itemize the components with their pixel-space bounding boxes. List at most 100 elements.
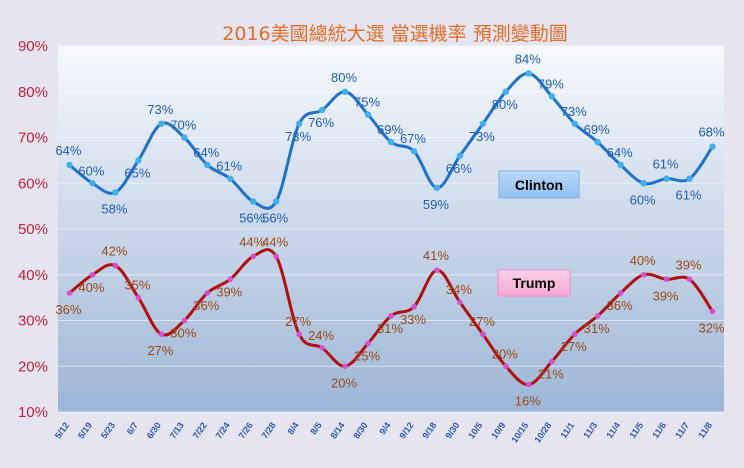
trump-data-label: 36% [193,298,219,313]
trump-point [296,331,302,338]
clinton-data-label: 56% [239,211,265,226]
trump-point [503,363,509,370]
y-tick-label: 20% [18,358,48,375]
trump-point [617,290,624,296]
clinton-data-label: 61% [676,188,702,203]
trump-point [365,340,371,347]
clinton-data-label: 58% [101,201,127,216]
trump-point [89,271,96,278]
trump-data-label: 30% [170,326,196,341]
trump-point [434,267,440,273]
clinton-point [663,175,670,182]
x-tick-label: 11/6 [650,420,668,440]
trump-point [457,299,463,306]
x-tick-label: 8/5 [308,420,323,436]
y-tick-label: 80% [18,84,48,101]
x-axis: 5/12 5/19 5/23 6/7 6/30 7/13 7/22 7/24 7/26 7/28 8… [53,420,714,444]
y-tick-label: 30% [18,313,48,330]
y-tick-label: 40% [18,267,48,284]
trump-point [273,253,279,260]
clinton-data-label: 59% [423,197,449,212]
trump-data-label: 32% [699,320,725,335]
clinton-point [594,138,601,146]
trump-point [158,331,165,338]
trump-data-label: 33% [400,312,426,327]
x-tick-label: 7/13 [168,420,186,440]
trump-point [480,331,486,338]
legend-clinton-label: Clinton [515,177,563,193]
x-tick-label: 9/30 [443,420,461,440]
y-tick-label: 90% [18,38,48,55]
clinton-data-label: 73% [469,129,495,144]
clinton-point [341,88,349,95]
clinton-point [548,93,555,100]
trump-data-label: 36% [607,298,633,313]
clinton-point [456,152,464,159]
trump-data-label: 42% [101,244,127,259]
trump-point [66,290,73,296]
legend-trump-label: Trump [513,275,556,291]
x-tick-label: 8/4 [285,420,300,436]
clinton-point [135,157,142,164]
trump-point [112,262,119,269]
trump-data-label: 27% [469,314,495,329]
x-tick-label: 7/26 [237,420,255,440]
clinton-data-label: 65% [124,165,150,180]
trump-data-label: 20% [331,375,357,390]
clinton-point [502,88,510,95]
trump-point [227,276,234,283]
clinton-data-label: 76% [308,115,334,130]
clinton-data-label: 64% [55,143,81,158]
clinton-data-label: 80% [492,97,518,112]
y-tick-label: 60% [18,175,48,192]
clinton-data-label: 64% [193,145,219,160]
clinton-data-label: 69% [377,122,403,137]
clinton-point [66,161,73,169]
legend-trump-box [497,269,571,297]
trump-point [135,294,142,301]
clinton-point [204,161,211,169]
trump-point [663,276,670,283]
trump-data-label: 25% [354,348,380,363]
x-tick-label: 6/30 [145,420,163,440]
clinton-data-label: 60% [630,192,656,207]
clinton-point [112,189,119,196]
x-tick-label: 8/14 [328,420,346,440]
trump-data-label: 35% [124,278,150,293]
trump-data-label: 21% [538,367,564,382]
x-tick-label: 9/18 [420,420,438,440]
y-tick-label: 70% [18,130,48,147]
trump-data-label: 44% [239,234,265,249]
y-axis: 10% 20% 30% 40% 50% 60% 70% 80% 90% [18,38,48,421]
clinton-data-label: 68% [699,125,725,140]
clinton-point [227,175,234,182]
x-tick-label: 5/12 [53,420,71,440]
clinton-data-label: 61% [653,157,679,172]
clinton-data-label: 75% [354,95,380,110]
x-tick-label: 10/28 [532,420,553,444]
trump-data-label: 31% [377,321,403,336]
legend: Clinton Trump [497,170,580,297]
trump-data-label: 36% [55,302,81,317]
trump-data-label: 24% [308,328,334,343]
trump-data-label: 34% [446,282,472,297]
x-tick-label: 11/4 [604,420,622,440]
trump-point [640,271,647,278]
trump-data-label: 27% [561,339,587,354]
clinton-point [410,148,418,155]
trump-point [525,381,532,388]
x-tick-label: 10/5 [466,420,484,440]
trump-point [571,331,578,338]
trump-data-label: 16% [515,394,541,409]
y-tick-label: 50% [18,221,48,238]
clinton-data-label: 73% [285,129,311,144]
clinton-point [686,175,693,182]
trump-point [548,358,555,365]
clinton-point [709,143,716,150]
trump-data-label: 41% [423,248,449,263]
chart-title: 2016美國總統大選 當選機率 預測變動圖 [222,23,567,45]
x-tick-label: 7/24 [214,420,232,440]
x-tick-label: 10/15 [509,420,530,444]
clinton-data-label: 73% [147,102,173,117]
